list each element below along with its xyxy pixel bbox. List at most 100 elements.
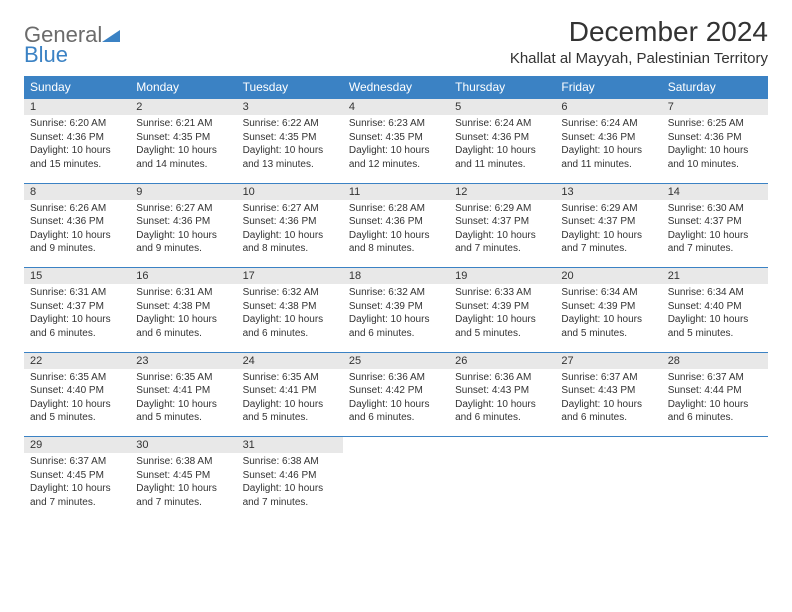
day-content-cell: Sunrise: 6:26 AMSunset: 4:36 PMDaylight:… xyxy=(24,200,130,268)
week-content-row: Sunrise: 6:26 AMSunset: 4:36 PMDaylight:… xyxy=(24,200,768,268)
sunrise-text: Sunrise: 6:28 AM xyxy=(349,202,443,216)
day-content-cell xyxy=(555,453,661,521)
daylight-line1: Daylight: 10 hours xyxy=(136,229,230,243)
day-content-cell xyxy=(662,453,768,521)
sunrise-text: Sunrise: 6:37 AM xyxy=(561,371,655,385)
sunset-text: Sunset: 4:36 PM xyxy=(136,215,230,229)
sunrise-text: Sunrise: 6:34 AM xyxy=(561,286,655,300)
daylight-line2: and 7 minutes. xyxy=(455,242,549,256)
day-content-cell: Sunrise: 6:31 AMSunset: 4:37 PMDaylight:… xyxy=(24,284,130,352)
weekday-header-row: Sunday Monday Tuesday Wednesday Thursday… xyxy=(24,76,768,99)
weekday-friday: Friday xyxy=(555,76,661,99)
location: Khallat al Mayyah, Palestinian Territory xyxy=(510,50,768,67)
day-content-cell: Sunrise: 6:21 AMSunset: 4:35 PMDaylight:… xyxy=(130,115,236,183)
daylight-line2: and 11 minutes. xyxy=(561,158,655,172)
sunset-text: Sunset: 4:37 PM xyxy=(561,215,655,229)
daylight-line2: and 6 minutes. xyxy=(30,327,124,341)
day-number-cell xyxy=(662,437,768,454)
daylight-line2: and 7 minutes. xyxy=(561,242,655,256)
day-number-cell: 20 xyxy=(555,268,661,285)
daylight-line2: and 7 minutes. xyxy=(668,242,762,256)
daylight-line1: Daylight: 10 hours xyxy=(561,144,655,158)
sunset-text: Sunset: 4:38 PM xyxy=(136,300,230,314)
weekday-saturday: Saturday xyxy=(662,76,768,99)
daylight-line1: Daylight: 10 hours xyxy=(30,313,124,327)
weekday-thursday: Thursday xyxy=(449,76,555,99)
daylight-line1: Daylight: 10 hours xyxy=(668,144,762,158)
day-number-cell: 14 xyxy=(662,183,768,200)
sunset-text: Sunset: 4:35 PM xyxy=(136,131,230,145)
day-number-cell: 16 xyxy=(130,268,236,285)
sunrise-text: Sunrise: 6:32 AM xyxy=(349,286,443,300)
daylight-line2: and 6 minutes. xyxy=(349,327,443,341)
daylight-line2: and 7 minutes. xyxy=(30,496,124,510)
daylight-line1: Daylight: 10 hours xyxy=(668,398,762,412)
sunrise-text: Sunrise: 6:33 AM xyxy=(455,286,549,300)
sunset-text: Sunset: 4:35 PM xyxy=(349,131,443,145)
daylight-line2: and 8 minutes. xyxy=(243,242,337,256)
day-content-cell: Sunrise: 6:37 AMSunset: 4:44 PMDaylight:… xyxy=(662,369,768,437)
weekday-tuesday: Tuesday xyxy=(237,76,343,99)
sunrise-text: Sunrise: 6:23 AM xyxy=(349,117,443,131)
sunset-text: Sunset: 4:46 PM xyxy=(243,469,337,483)
day-number-cell: 13 xyxy=(555,183,661,200)
sunrise-text: Sunrise: 6:21 AM xyxy=(136,117,230,131)
daylight-line1: Daylight: 10 hours xyxy=(136,482,230,496)
sunset-text: Sunset: 4:44 PM xyxy=(668,384,762,398)
sunset-text: Sunset: 4:37 PM xyxy=(455,215,549,229)
daylight-line2: and 14 minutes. xyxy=(136,158,230,172)
daylight-line1: Daylight: 10 hours xyxy=(30,482,124,496)
day-number-cell: 6 xyxy=(555,99,661,116)
daylight-line1: Daylight: 10 hours xyxy=(561,398,655,412)
sunrise-text: Sunrise: 6:35 AM xyxy=(243,371,337,385)
daylight-line2: and 5 minutes. xyxy=(243,411,337,425)
day-number-cell: 29 xyxy=(24,437,130,454)
day-content-cell: Sunrise: 6:27 AMSunset: 4:36 PMDaylight:… xyxy=(237,200,343,268)
day-content-cell: Sunrise: 6:35 AMSunset: 4:41 PMDaylight:… xyxy=(237,369,343,437)
daylight-line2: and 6 minutes. xyxy=(136,327,230,341)
day-number-cell: 15 xyxy=(24,268,130,285)
sunrise-text: Sunrise: 6:20 AM xyxy=(30,117,124,131)
daylight-line1: Daylight: 10 hours xyxy=(30,229,124,243)
day-content-cell: Sunrise: 6:34 AMSunset: 4:39 PMDaylight:… xyxy=(555,284,661,352)
week-content-row: Sunrise: 6:20 AMSunset: 4:36 PM Daylight:… xyxy=(24,115,768,183)
daylight-line2: and 9 minutes. xyxy=(30,242,124,256)
week-daynum-row: 1234567 xyxy=(24,99,768,116)
sunrise-text: Sunrise: 6:36 AM xyxy=(455,371,549,385)
day-content-cell: Sunrise: 6:28 AMSunset: 4:36 PMDaylight:… xyxy=(343,200,449,268)
day-number-cell: 21 xyxy=(662,268,768,285)
day-content-cell: Sunrise: 6:38 AMSunset: 4:46 PMDaylight:… xyxy=(237,453,343,521)
day-number-cell: 30 xyxy=(130,437,236,454)
daylight-line2: and 6 minutes. xyxy=(561,411,655,425)
sunset-text: Sunset: 4:40 PM xyxy=(30,384,124,398)
sunset-text: Sunset: 4:36 PM xyxy=(30,131,124,145)
day-content-cell: Sunrise: 6:34 AMSunset: 4:40 PMDaylight:… xyxy=(662,284,768,352)
sunrise-text: Sunrise: 6:37 AM xyxy=(668,371,762,385)
daylight-line1: Daylight: 10 hours xyxy=(349,229,443,243)
title-block: December 2024 Khallat al Mayyah, Palesti… xyxy=(510,16,768,67)
day-content-cell: Sunrise: 6:24 AMSunset: 4:36 PMDaylight:… xyxy=(555,115,661,183)
daylight-line1: Daylight: 10 hours xyxy=(136,144,230,158)
day-number-cell: 12 xyxy=(449,183,555,200)
daylight-line1: Daylight: 10 hours xyxy=(455,313,549,327)
day-number-cell: 28 xyxy=(662,352,768,369)
day-number-cell: 26 xyxy=(449,352,555,369)
weekday-monday: Monday xyxy=(130,76,236,99)
weekday-wednesday: Wednesday xyxy=(343,76,449,99)
sunrise-text: Sunrise: 6:34 AM xyxy=(668,286,762,300)
sunrise-text: Sunrise: 6:27 AM xyxy=(136,202,230,216)
daylight-line2: and 11 minutes. xyxy=(455,158,549,172)
sunrise-text: Sunrise: 6:26 AM xyxy=(30,202,124,216)
daylight-line2: and 5 minutes. xyxy=(136,411,230,425)
day-number-cell xyxy=(449,437,555,454)
sunset-text: Sunset: 4:41 PM xyxy=(243,384,337,398)
sunrise-text: Sunrise: 6:24 AM xyxy=(561,117,655,131)
daylight-line2: and 5 minutes. xyxy=(30,411,124,425)
day-number-cell: 17 xyxy=(237,268,343,285)
day-content-cell xyxy=(343,453,449,521)
day-number-cell: 22 xyxy=(24,352,130,369)
day-content-cell: Sunrise: 6:25 AMSunset: 4:36 PMDaylight:… xyxy=(662,115,768,183)
sunrise-text: Sunrise: 6:29 AM xyxy=(455,202,549,216)
sunset-text: Sunset: 4:39 PM xyxy=(349,300,443,314)
day-number-cell xyxy=(343,437,449,454)
